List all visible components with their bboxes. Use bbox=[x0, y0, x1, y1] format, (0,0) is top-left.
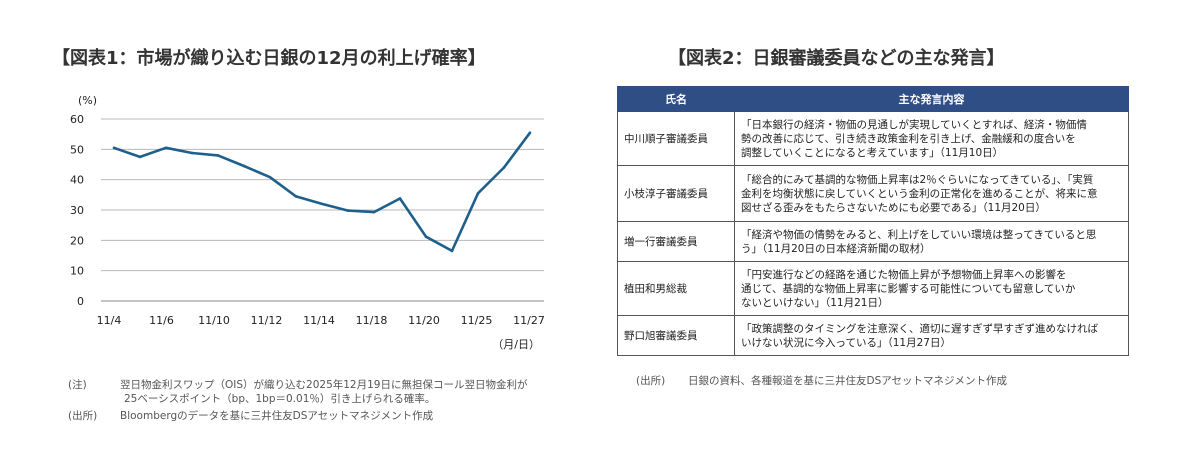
y-tick-label: 50 bbox=[70, 143, 84, 156]
x-tick-label: 11/18 bbox=[356, 314, 388, 327]
member-name: 植田和男総裁 bbox=[617, 261, 735, 316]
table-title: 【図表2：日銀審議委員などの主な発言】 bbox=[668, 48, 1005, 69]
note-text-line1: 翌日物金利スワップ（OIS）が織り込む2025年12月19日に無担保コール翌日物… bbox=[120, 379, 528, 391]
y-tick-label: 60 bbox=[70, 113, 84, 126]
chart-source: (出所) Bloombergのデータを基に三井住友DSアセットマネジメント作成 bbox=[68, 409, 433, 423]
data-point bbox=[112, 146, 116, 150]
y-tick-label: 40 bbox=[70, 174, 84, 187]
data-point bbox=[346, 209, 350, 212]
x-tick-label: 11/10 bbox=[198, 314, 230, 327]
statement-text: 「円安進行などの経路を通じた物価上昇が予想物価上昇率への影響を 通じて、基調的な… bbox=[734, 261, 1129, 316]
chart-note: (注) 翌日物金利スワップ（OIS）が織り込む2025年12月19日に無担保コール… bbox=[68, 378, 527, 392]
chart-note-line2: 25ベーシスポイント（bp、1bp＝0.01％）引き上げられる確率。 bbox=[124, 392, 435, 406]
x-tick-label: 11/25 bbox=[461, 314, 493, 327]
table-source: (出所) 日銀の資料、各種報道を基に三井住友DSアセットマネジメント作成 bbox=[636, 374, 1007, 388]
data-point bbox=[528, 131, 532, 134]
data-point bbox=[398, 197, 402, 200]
data-point bbox=[294, 195, 298, 198]
table-header-row: 氏名 主な発言内容 bbox=[617, 86, 1129, 112]
data-point bbox=[502, 166, 506, 169]
statements-table: 氏名 主な発言内容 中川順子審議委員 「日本銀行の経済・物価の見通しが実現してい… bbox=[617, 86, 1129, 356]
source-text: Bloombergのデータを基に三井住友DSアセットマネジメント作成 bbox=[120, 410, 434, 422]
table-source-text: 日銀の資料、各種報道を基に三井住友DSアセットマネジメント作成 bbox=[688, 375, 1008, 387]
header-statement: 主な発言内容 bbox=[734, 86, 1129, 112]
x-tick-label: 11/6 bbox=[149, 314, 174, 327]
statement-text: 「総合的にみて基調的な物価上昇率は2％ぐらいになってきている」、「実質 金利を均… bbox=[734, 165, 1129, 222]
data-point bbox=[424, 235, 428, 238]
statement-text: 「政策調整のタイミングを注意深く、適切に遅すぎず早すぎず進めなければ いけない状… bbox=[734, 315, 1129, 356]
x-tick-label: 11/14 bbox=[303, 314, 335, 327]
y-axis-unit-label: (%) bbox=[78, 94, 97, 107]
data-point bbox=[320, 202, 324, 206]
table-row: 植田和男総裁 「円安進行などの経路を通じた物価上昇が予想物価上昇率への影響を 通… bbox=[617, 261, 1129, 316]
data-point bbox=[268, 175, 272, 179]
statement-text: 「日本銀行の経済・物価の見通しが実現していくとすれば、経済・物価情 勢の改善に応… bbox=[734, 111, 1129, 166]
y-tick-label: 30 bbox=[70, 204, 84, 217]
table-row: 中川順子審議委員 「日本銀行の経済・物価の見通しが実現していくとすれば、経済・物… bbox=[617, 111, 1129, 166]
data-point bbox=[450, 249, 454, 253]
table-row: 小枝淳子審議委員 「総合的にみて基調的な物価上昇率は2％ぐらいになってきている」… bbox=[617, 165, 1129, 222]
member-name: 増一行審議委員 bbox=[617, 221, 735, 262]
x-tick-label: 11/12 bbox=[251, 314, 283, 327]
x-axis-unit-label: （月/日） bbox=[492, 338, 540, 351]
table-row: 野口旭審議委員 「政策調整のタイミングを注意深く、適切に遅すぎず早すぎず進めなけ… bbox=[617, 315, 1129, 356]
data-point bbox=[138, 155, 142, 159]
member-name: 野口旭審議委員 bbox=[617, 315, 735, 356]
member-name: 中川順子審議委員 bbox=[617, 111, 735, 166]
y-tick-label: 10 bbox=[70, 265, 84, 278]
x-tick-label: 11/27 bbox=[513, 314, 545, 327]
chart-title: 【図表1：市場が織り込む日銀の12月の利上げ確率】 bbox=[52, 48, 486, 69]
data-point bbox=[242, 164, 246, 168]
member-name: 小枝淳子審議委員 bbox=[617, 165, 735, 222]
line-chart: (%) 0 10 20 30 40 50 60 11/4 11/6 11/10 11/12 11/14 1… bbox=[70, 94, 545, 351]
series-line bbox=[113, 131, 532, 253]
source-label: (出所) bbox=[68, 410, 98, 422]
y-tick-label: 0 bbox=[77, 295, 84, 308]
table-source-label: (出所) bbox=[636, 375, 666, 387]
data-point bbox=[372, 210, 376, 214]
data-point bbox=[476, 192, 480, 195]
x-tick-label: 11/20 bbox=[408, 314, 440, 327]
note-label: (注) bbox=[68, 379, 87, 391]
x-tick-label: 11/4 bbox=[97, 314, 122, 327]
header-name: 氏名 bbox=[617, 86, 735, 112]
data-point bbox=[216, 154, 220, 157]
data-point bbox=[164, 146, 168, 150]
statement-text: 「経済や物価の情勢をみると、利上げをしていい環境は整ってきていると思 う」（11… bbox=[734, 221, 1129, 262]
data-point bbox=[190, 151, 194, 155]
table-row: 増一行審議委員 「経済や物価の情勢をみると、利上げをしていい環境は整ってきている… bbox=[617, 221, 1129, 262]
y-tick-label: 20 bbox=[70, 234, 84, 247]
note-text-line2: 25ベーシスポイント（bp、1bp＝0.01％）引き上げられる確率。 bbox=[124, 393, 436, 405]
